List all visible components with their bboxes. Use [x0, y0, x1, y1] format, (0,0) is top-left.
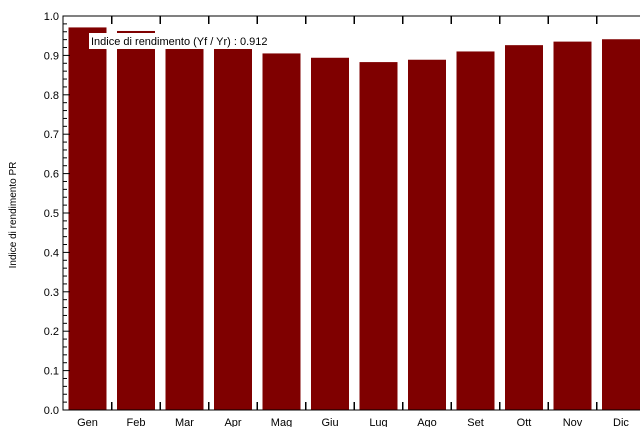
- bar-mar: [165, 37, 204, 410]
- x-tick-label: Lug: [369, 417, 387, 427]
- y-tick-label: 0.9: [44, 50, 59, 62]
- y-tick-label: 0.6: [44, 169, 59, 181]
- y-tick-label: 0.0: [44, 405, 59, 417]
- x-tick-label: Set: [467, 417, 484, 427]
- x-tick-label: Gen: [77, 417, 98, 427]
- y-tick-label: 0.5: [44, 208, 59, 220]
- y-tick-label: 0.2: [44, 326, 59, 338]
- x-tick-label: Apr: [224, 417, 241, 427]
- y-tick-label: 0.7: [44, 129, 59, 141]
- legend-text-background: [89, 33, 411, 49]
- bar-lug: [359, 62, 398, 411]
- x-tick-label: Dic: [613, 417, 629, 427]
- x-tick-label: Feb: [127, 417, 146, 427]
- y-axis-title: Indice di rendimento PR: [8, 162, 19, 269]
- legend-swatch: [69, 34, 87, 48]
- y-tick-label: 0.8: [44, 90, 59, 102]
- bar-set: [456, 51, 495, 411]
- bar-giu: [311, 57, 349, 410]
- x-tick-label: Ott: [517, 417, 532, 427]
- x-tick-label: Giu: [321, 417, 338, 427]
- x-tick-label: Nov: [563, 417, 583, 427]
- bar-mag: [262, 53, 301, 411]
- y-tick-label: 0.4: [44, 247, 59, 259]
- y-tick-label: 0.3: [44, 287, 59, 299]
- y-tick-label: 0.1: [44, 366, 59, 378]
- bar-ago: [408, 59, 446, 410]
- legend: Indice di rendimento (Yf / Yr) : 0.912: [69, 33, 411, 49]
- bar-nov: [553, 41, 592, 411]
- bar-dic: [602, 39, 640, 410]
- bar-feb: [117, 30, 155, 411]
- y-tick-label: 1.0: [44, 11, 59, 23]
- axes-layer: 0.0 0.1 0.2 0.3 0.4 0.5 0.6 0.7 0.8 0.9 1.0 Gen Feb M…: [44, 11, 640, 427]
- bar-apr: [214, 42, 252, 411]
- x-tick-label: Mag: [271, 417, 292, 427]
- bars-layer: [68, 27, 640, 411]
- bar-gen: [68, 27, 107, 411]
- x-tick-label: Mar: [175, 417, 194, 427]
- x-tick-label: Ago: [417, 417, 437, 427]
- bar-ott: [505, 45, 543, 410]
- legend-label: Indice di rendimento (Yf / Yr) : 0.912: [91, 36, 268, 48]
